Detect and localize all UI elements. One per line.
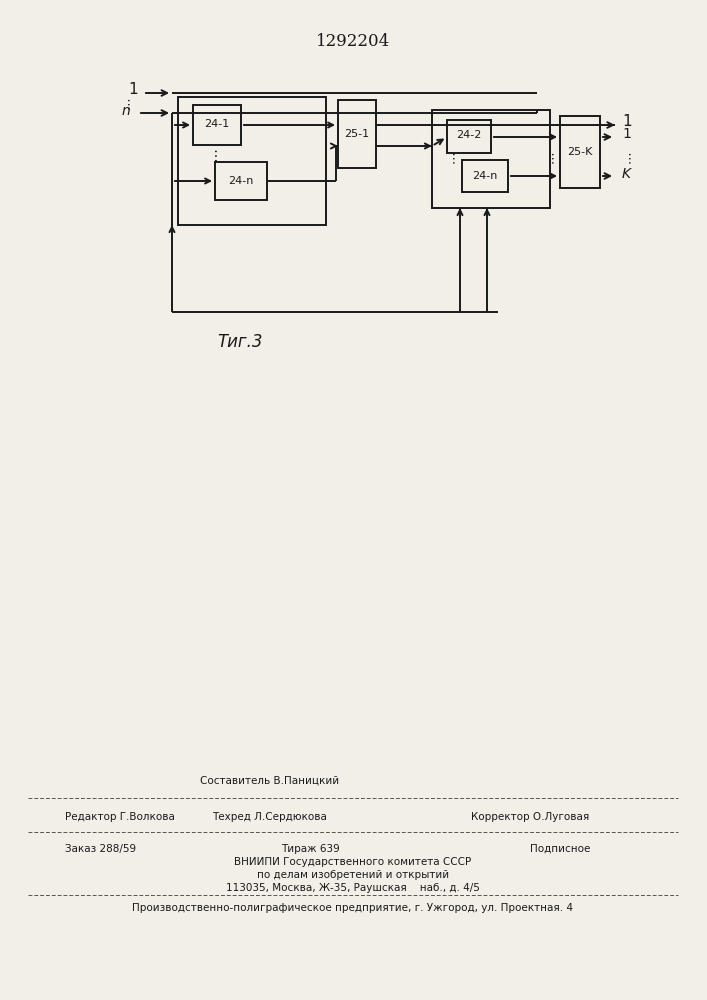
- Text: K: K: [622, 167, 631, 181]
- Text: 25-1: 25-1: [344, 129, 370, 139]
- Text: Техред Л.Сердюкова: Техред Л.Сердюкова: [213, 812, 327, 822]
- Text: ⋯: ⋯: [546, 151, 559, 163]
- Text: Производственно-полиграфическое предприятие, г. Ужгород, ул. Проектная. 4: Производственно-полиграфическое предприя…: [132, 903, 573, 913]
- Text: 24-n: 24-n: [472, 171, 498, 181]
- Bar: [447, 120, 491, 153]
- Text: 24-2: 24-2: [456, 130, 481, 140]
- Text: по делам изобретений и открытий: по делам изобретений и открытий: [257, 870, 449, 880]
- Text: Составитель В.Паницкий: Составитель В.Паницкий: [201, 776, 339, 786]
- Text: ВНИИПИ Государственного комитета СССР: ВНИИПИ Государственного комитета СССР: [235, 857, 472, 867]
- Text: ⋯: ⋯: [623, 151, 636, 163]
- Text: ⋯: ⋯: [208, 147, 222, 161]
- Text: 1: 1: [622, 127, 631, 141]
- Bar: [432, 110, 550, 208]
- Text: 25-K: 25-K: [567, 147, 592, 157]
- Text: 1: 1: [622, 114, 631, 129]
- Text: Подписное: Подписное: [530, 844, 590, 854]
- Text: 24-n: 24-n: [228, 176, 254, 186]
- Text: Заказ 288/59: Заказ 288/59: [65, 844, 136, 854]
- Bar: [215, 162, 267, 200]
- Text: Τиг.3: Τиг.3: [217, 333, 263, 351]
- Text: Тираж 639: Тираж 639: [281, 844, 339, 854]
- Text: Корректор О.Луговая: Корректор О.Луговая: [471, 812, 589, 822]
- Text: Редактор Г.Волкова: Редактор Г.Волкова: [65, 812, 175, 822]
- Text: ⋯: ⋯: [447, 151, 460, 163]
- Bar: [462, 160, 508, 192]
- Text: 1292204: 1292204: [316, 33, 390, 50]
- Text: 24-1: 24-1: [204, 119, 230, 129]
- Text: 113035, Москва, Ж-35, Раушская    наб., д. 4/5: 113035, Москва, Ж-35, Раушская наб., д. …: [226, 883, 480, 893]
- Bar: [338, 100, 376, 168]
- Bar: [560, 116, 600, 188]
- Bar: [178, 97, 326, 225]
- Text: 1: 1: [128, 83, 138, 98]
- Text: n: n: [122, 104, 130, 118]
- Text: ⋯: ⋯: [122, 97, 134, 109]
- Bar: [193, 105, 241, 145]
